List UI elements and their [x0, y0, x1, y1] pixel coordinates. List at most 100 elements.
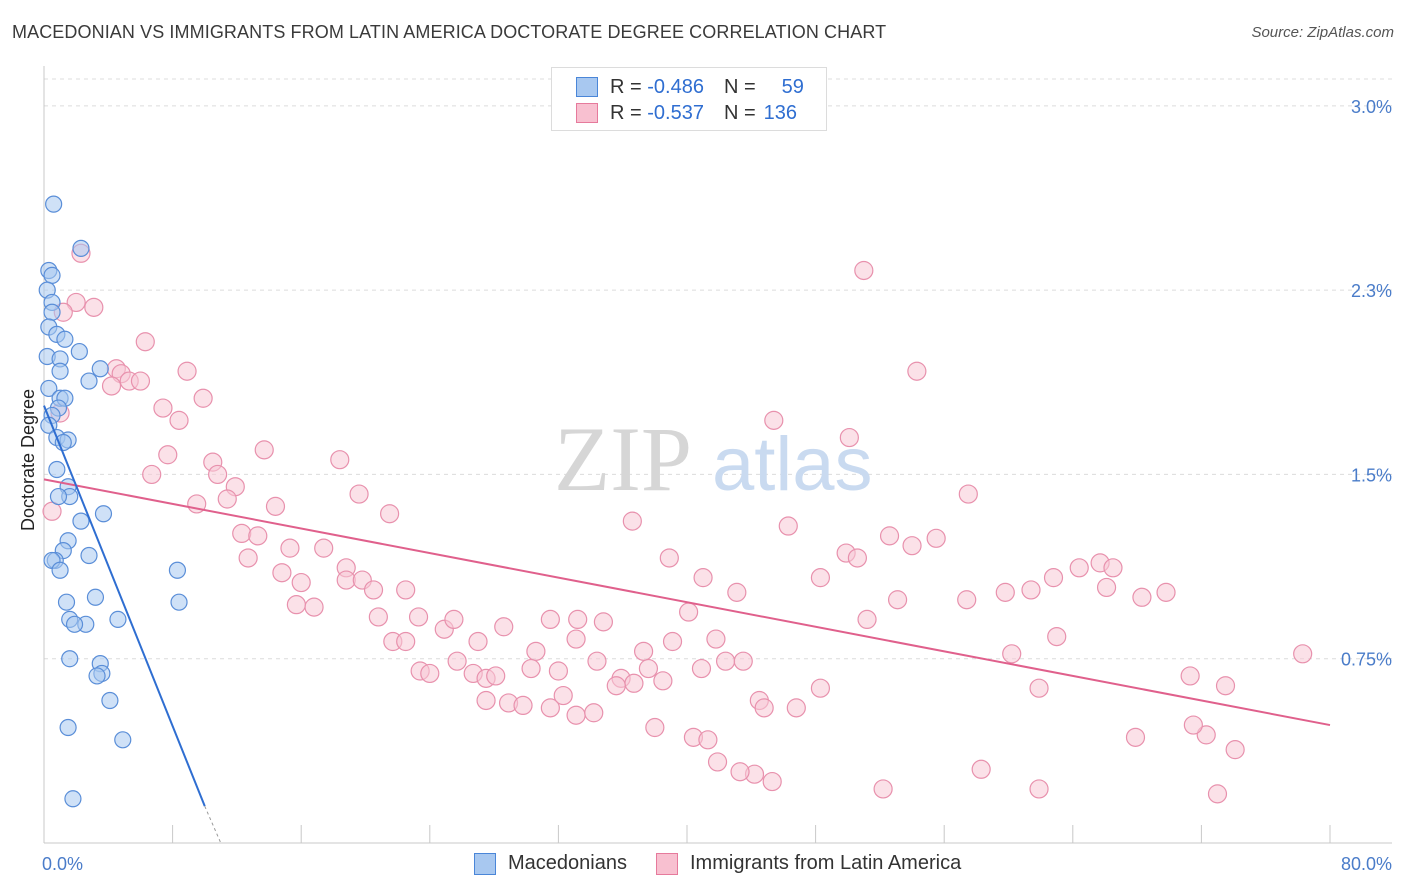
data-point [754, 698, 774, 718]
watermark: ZIP atlas [554, 408, 873, 510]
data-point [566, 629, 586, 649]
data-point [43, 303, 61, 321]
data-point [65, 615, 84, 633]
r-label: R = [610, 75, 642, 98]
data-point [540, 698, 560, 718]
data-point [265, 496, 286, 516]
data-point [1069, 558, 1089, 578]
data-point [926, 528, 946, 548]
data-point [169, 410, 189, 430]
data-point [513, 695, 533, 716]
data-point [142, 464, 162, 485]
data-point [645, 717, 665, 738]
data-point [593, 612, 614, 632]
data-point [330, 450, 350, 470]
data-point [486, 666, 506, 686]
data-point [56, 330, 74, 348]
data-point [254, 440, 274, 460]
data-point [958, 484, 978, 504]
data-point [101, 376, 122, 396]
data-point [286, 595, 306, 615]
data-point [476, 690, 496, 711]
data-point [170, 593, 188, 611]
data-point [659, 548, 679, 568]
data-point [810, 678, 831, 698]
data-point [540, 609, 560, 630]
grid-lines [44, 78, 1392, 660]
data-point [80, 372, 98, 390]
data-point [971, 759, 991, 779]
source-label: Source: ZipAtlas.com [1251, 24, 1394, 41]
r-value: -0.537 [647, 101, 704, 124]
macedonians-points [38, 195, 188, 808]
data-point [764, 410, 784, 430]
data-point [91, 360, 109, 378]
data-point [336, 570, 356, 590]
data-point [786, 698, 806, 718]
data-point [778, 516, 798, 536]
data-point [715, 651, 736, 671]
y-tick-label: 2.3% [1351, 281, 1392, 301]
data-point [232, 523, 252, 544]
legend-swatch-pink [576, 103, 598, 123]
data-point [468, 631, 488, 652]
x-tick-label-max: 80.0% [1341, 854, 1392, 874]
data-point [208, 464, 228, 485]
data-point [1043, 568, 1064, 588]
data-point [810, 568, 831, 588]
legend-swatch-blue [576, 77, 598, 97]
data-point [662, 631, 683, 652]
data-point [1293, 644, 1313, 664]
data-point [447, 651, 467, 671]
data-point [762, 771, 782, 792]
data-point [72, 239, 90, 257]
data-point [1021, 580, 1041, 600]
data-point [45, 195, 63, 213]
legend-item-macedonians[interactable]: Macedonians [474, 852, 627, 875]
data-point [280, 538, 300, 558]
data-point [624, 673, 644, 693]
data-point [80, 546, 98, 565]
r-label: R = [610, 101, 642, 124]
data-point [444, 609, 464, 630]
y-tick-label: 1.5% [1351, 465, 1392, 485]
data-point [1047, 626, 1067, 647]
data-point [633, 641, 654, 661]
data-point [193, 388, 213, 408]
data-point [887, 590, 908, 610]
data-point [109, 610, 127, 629]
data-point [854, 260, 874, 281]
data-point [566, 705, 586, 725]
data-point [135, 332, 155, 352]
legend-swatch-pink [656, 852, 678, 875]
data-point [64, 790, 82, 808]
data-point [679, 602, 699, 622]
data-point [691, 658, 712, 679]
legend-item-immigrants[interactable]: Immigrants from Latin America [656, 852, 961, 875]
data-point [638, 658, 659, 679]
data-point [49, 487, 68, 506]
y-axis-title: Doctorate Degree [18, 389, 38, 531]
data-point [130, 371, 151, 391]
data-point [380, 504, 400, 524]
n-value: 136 [763, 101, 798, 124]
chart-title: MACEDONIAN VS IMMIGRANTS FROM LATIN AMER… [12, 22, 887, 42]
data-point [587, 651, 607, 671]
data-point [43, 266, 61, 284]
immigrants-latin-america-points [42, 243, 1313, 804]
data-point [733, 651, 753, 671]
y-tick-label: 3.0% [1351, 97, 1392, 117]
legend-row-macedonians: R = -0.486 N = 59 [576, 74, 804, 100]
data-point [1225, 740, 1245, 760]
legend-row-immigrants: R = -0.537 N = 136 [576, 100, 797, 126]
data-point [568, 609, 588, 630]
data-point [1215, 676, 1236, 696]
data-point [88, 667, 106, 685]
data-point [51, 561, 69, 579]
data-point [606, 676, 626, 696]
data-point [1096, 577, 1117, 598]
data-point [363, 580, 384, 600]
data-point [40, 379, 58, 398]
data-point [1196, 725, 1216, 745]
